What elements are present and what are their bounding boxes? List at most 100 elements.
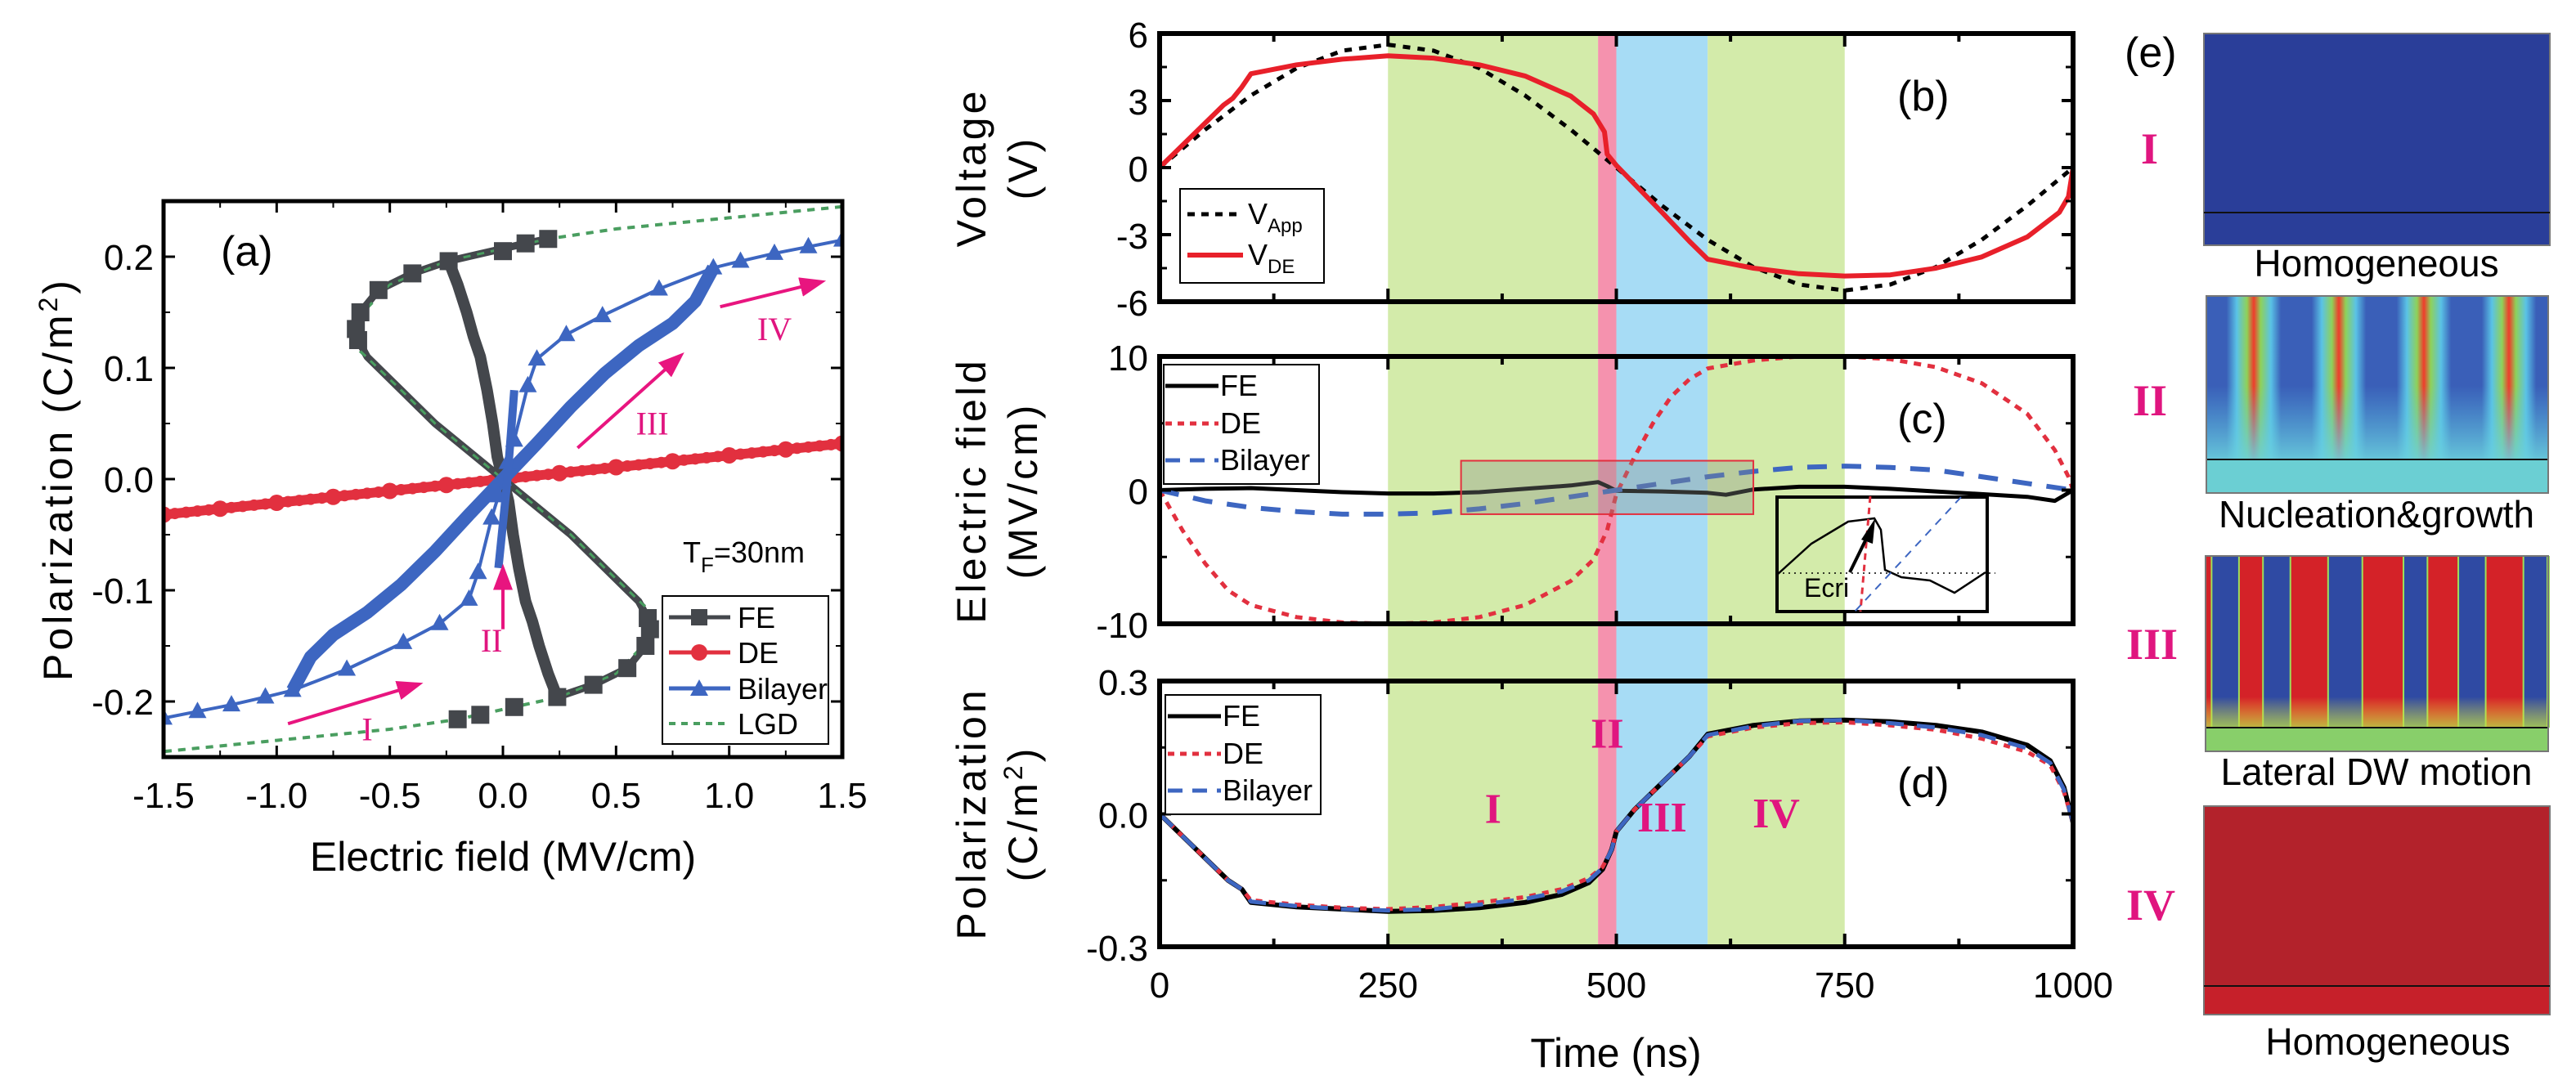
arrow-iv xyxy=(720,277,827,309)
series-de-marker xyxy=(551,464,568,482)
y-tick-label: -0.3 xyxy=(1086,929,1148,969)
y-tick-label: 0.2 xyxy=(104,238,154,278)
series-bilayer-marker xyxy=(482,508,501,525)
series-de-marker xyxy=(339,490,351,502)
series-de-marker xyxy=(576,464,588,477)
thickness-annotation: TF=30nm xyxy=(683,536,805,577)
series-de-marker xyxy=(212,500,229,518)
panel-a-ylabel: Polarization (C/m2) xyxy=(34,277,81,681)
series-bilayer-marker xyxy=(765,243,783,260)
series-fe-marker xyxy=(448,710,467,728)
panel-d-plot-area xyxy=(1160,717,2073,914)
legend-vde-sub: DE xyxy=(1268,256,1295,278)
y-tick-label: -0.1 xyxy=(92,571,154,612)
panel-b-ylabel-2: (V) xyxy=(1000,136,1046,200)
series-bilayer-marker xyxy=(469,562,487,580)
region-label-iv: IV xyxy=(1752,791,1800,837)
y-tick-label: -6 xyxy=(1116,284,1148,324)
state-ii-caption: Nucleation&growth xyxy=(2219,493,2534,536)
state-iv-bottom-layer xyxy=(2205,986,2549,1014)
series-fe-marker xyxy=(505,697,523,716)
panel-c-label: (c) xyxy=(1897,396,1947,443)
panel-e-label: (e) xyxy=(2125,29,2177,77)
legend-vapp-label: VApp xyxy=(1248,197,1303,237)
series-fe-marker xyxy=(584,675,603,694)
series-de-marker xyxy=(191,505,204,518)
series-bilayer-marker xyxy=(649,279,668,296)
series-de-marker xyxy=(644,458,656,470)
legend-vapp-sub: App xyxy=(1268,215,1303,237)
y-tick-label: 0 xyxy=(1129,473,1148,513)
ylabel-sup: 2 xyxy=(34,294,63,312)
series-de-marker xyxy=(294,495,305,507)
state-iii-caption: Lateral DW motion xyxy=(2221,751,2533,793)
series-de-marker xyxy=(418,482,430,494)
series-de-marker xyxy=(746,447,758,459)
legend-de-label: DE xyxy=(738,636,779,670)
x-tick-label: 750 xyxy=(1815,966,1874,1006)
region-label-iii: III xyxy=(1637,795,1687,841)
series-bilayer-line xyxy=(1160,718,2073,913)
state-ii-map: II Nucleation&growth xyxy=(2133,295,2549,536)
panel-d-legend: FE DE Bilayer xyxy=(1165,694,1322,815)
series-fe-marker xyxy=(403,264,422,283)
series-bilayer-marker xyxy=(256,687,275,704)
legend-bilayer-marker xyxy=(690,679,708,696)
y-tick-label: 10 xyxy=(1108,338,1148,379)
legend-fe-label: FE xyxy=(738,601,775,634)
arrow-iii xyxy=(576,352,684,450)
series-de-marker xyxy=(381,482,398,500)
series-fe-marker xyxy=(439,252,458,271)
series-bilayer-marker xyxy=(188,701,207,719)
y-tick-label: 0.0 xyxy=(104,460,154,500)
series-de-marker xyxy=(429,480,441,492)
series-de-marker xyxy=(325,488,342,505)
series-de-marker xyxy=(451,477,464,490)
x-tick-label: 1.5 xyxy=(817,776,867,816)
y-tick-label: 6 xyxy=(1129,16,1148,56)
legend-fe-label: FE xyxy=(1223,699,1260,733)
series-de-marker xyxy=(282,495,294,508)
state-iii-fade xyxy=(2206,556,2548,728)
x-tick-label: -0.5 xyxy=(359,776,421,816)
series-de-marker xyxy=(268,495,285,512)
x-tick-label: 1.0 xyxy=(704,776,754,816)
panel-b-ticks: -6 -3 0 3 6 xyxy=(1116,16,2075,324)
series-bilayer-marker xyxy=(731,251,750,268)
state-iv-image xyxy=(2203,805,2551,1015)
series-de-marker xyxy=(519,471,532,483)
series-de-marker xyxy=(769,445,780,457)
series-de-marker xyxy=(236,500,249,513)
series-de-marker xyxy=(350,488,362,500)
series-bilayer-marker xyxy=(164,708,173,725)
series-de-marker xyxy=(168,508,181,520)
series-bilayer-marker xyxy=(222,695,240,712)
y-tick-label: -10 xyxy=(1096,606,1148,646)
x-tick-label: 500 xyxy=(1586,966,1646,1006)
ylabel-close: ) xyxy=(1000,746,1046,763)
series-de-marker xyxy=(664,453,681,470)
series-de-marker xyxy=(734,448,747,460)
series-fe-marker xyxy=(636,637,655,655)
x-tick-label: 0 xyxy=(1150,966,1169,1006)
legend-box xyxy=(1179,188,1325,284)
series-de-marker xyxy=(599,462,611,474)
series-fe-marker xyxy=(494,242,512,261)
legend-box xyxy=(662,595,829,745)
series-de-marker xyxy=(316,492,328,504)
series-de-marker xyxy=(203,504,215,516)
series-de-marker xyxy=(622,460,634,473)
arrow-label-i: I xyxy=(361,711,372,748)
series-de-marker xyxy=(304,493,316,505)
annotation-sub: F xyxy=(701,553,714,577)
legend-lgd-label: LGD xyxy=(738,707,798,741)
series-de-marker xyxy=(226,501,237,513)
state-ii-roman: II xyxy=(2133,376,2167,425)
panel-e: (e) I Homogeneous II Nucleation&growth I… xyxy=(2125,29,2551,1063)
series-bilayer-marker xyxy=(338,659,357,676)
arrow-i xyxy=(287,681,424,726)
legend-bilayer-label: Bilayer xyxy=(738,672,828,706)
state-i-roman: I xyxy=(2141,124,2158,173)
panel-a-label: (a) xyxy=(221,228,273,276)
